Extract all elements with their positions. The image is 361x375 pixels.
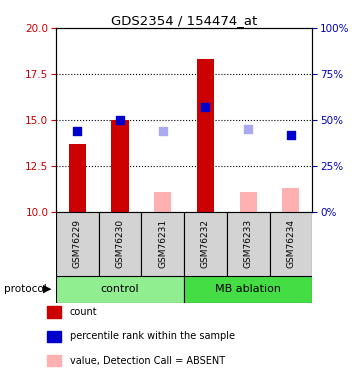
Bar [184, 212, 227, 276]
Bar [56, 212, 99, 276]
Point [288, 132, 294, 138]
Text: GSM76231: GSM76231 [158, 219, 167, 268]
Bar [99, 212, 142, 276]
Bar [270, 212, 312, 276]
Bar [56, 276, 184, 303]
Point [245, 126, 251, 132]
Bar [69, 144, 86, 212]
Text: GSM76234: GSM76234 [286, 219, 295, 268]
Text: GSM76232: GSM76232 [201, 219, 210, 268]
Text: protocol: protocol [4, 284, 46, 294]
Text: value, Detection Call = ABSENT: value, Detection Call = ABSENT [70, 356, 225, 366]
Text: MB ablation: MB ablation [215, 284, 281, 294]
Title: GDS2354 / 154474_at: GDS2354 / 154474_at [111, 14, 257, 27]
Text: control: control [101, 284, 139, 294]
Text: percentile rank within the sample: percentile rank within the sample [70, 332, 235, 341]
Point [117, 117, 123, 123]
Text: ▶: ▶ [43, 284, 51, 294]
Bar [112, 120, 129, 212]
Bar [227, 212, 270, 276]
Point [74, 128, 80, 134]
Text: count: count [70, 307, 97, 317]
Text: GSM76233: GSM76233 [244, 219, 253, 268]
Bar [240, 192, 257, 212]
Text: GSM76229: GSM76229 [73, 219, 82, 268]
Point [203, 104, 208, 110]
Bar [197, 59, 214, 212]
Point [160, 128, 166, 134]
Bar [154, 192, 171, 212]
Bar [282, 188, 300, 212]
Bar [142, 212, 184, 276]
Bar [184, 276, 312, 303]
Text: GSM76230: GSM76230 [116, 219, 125, 268]
